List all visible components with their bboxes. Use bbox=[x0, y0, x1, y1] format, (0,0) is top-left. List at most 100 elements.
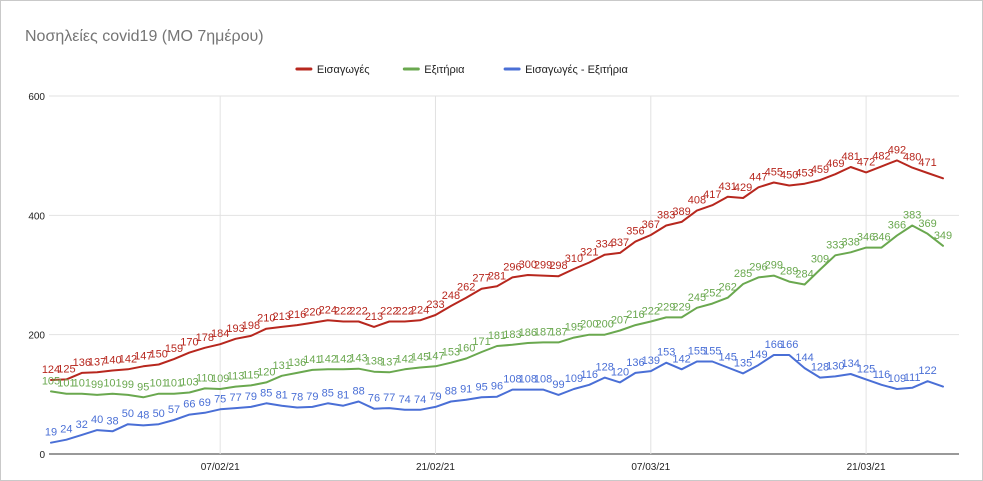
data-label: 149 bbox=[749, 349, 767, 361]
data-label: 19 bbox=[45, 427, 57, 439]
data-label: 79 bbox=[306, 391, 318, 403]
data-label: 222 bbox=[396, 306, 414, 318]
data-label: 383 bbox=[657, 210, 675, 222]
data-label: 110 bbox=[196, 372, 214, 384]
data-label: 383 bbox=[903, 210, 921, 222]
data-label: 137 bbox=[88, 356, 106, 368]
data-label: 143 bbox=[349, 353, 367, 365]
x-axis-ticks: 07/02/21 21/02/21 07/03/21 21/03/21 bbox=[201, 462, 886, 473]
data-label: 480 bbox=[903, 152, 921, 164]
data-label: 181 bbox=[488, 330, 506, 342]
data-label: 298 bbox=[549, 260, 567, 272]
data-label: 24 bbox=[60, 424, 72, 436]
data-label: 95 bbox=[137, 381, 149, 393]
data-label: 369 bbox=[918, 218, 936, 230]
y-tick-label: 600 bbox=[28, 92, 45, 103]
data-label: 346 bbox=[857, 232, 875, 244]
data-label: 284 bbox=[795, 269, 813, 281]
data-label: 338 bbox=[842, 236, 860, 248]
data-label: 492 bbox=[888, 144, 906, 156]
data-label: 101 bbox=[73, 378, 91, 390]
data-label: 233 bbox=[426, 299, 444, 311]
data-label: 310 bbox=[565, 253, 583, 265]
data-label: 85 bbox=[322, 387, 334, 399]
data-label: 81 bbox=[276, 390, 288, 402]
data-label: 222 bbox=[380, 306, 398, 318]
data-label: 136 bbox=[288, 357, 306, 369]
chart-title: Νοσηλείες covid19 (ΜΟ 7ημέρου) bbox=[25, 28, 264, 45]
data-label: 136 bbox=[73, 357, 91, 369]
data-label: 166 bbox=[780, 339, 798, 351]
gridlines bbox=[49, 95, 959, 455]
data-label: 309 bbox=[811, 254, 829, 266]
data-labels: 1241251361371401421471501591701781841931… bbox=[42, 144, 952, 438]
data-label: 75 bbox=[214, 393, 226, 405]
data-label: 198 bbox=[242, 320, 260, 332]
data-label: 142 bbox=[672, 353, 690, 365]
data-label: 220 bbox=[303, 307, 321, 319]
data-label: 296 bbox=[749, 261, 767, 273]
data-label: 216 bbox=[626, 309, 644, 321]
data-label: 40 bbox=[91, 414, 103, 426]
data-label: 195 bbox=[565, 322, 583, 334]
data-label: 120 bbox=[257, 366, 275, 378]
data-label: 482 bbox=[872, 150, 890, 162]
data-label: 145 bbox=[719, 352, 737, 364]
data-label: 113 bbox=[227, 371, 245, 383]
data-label: 346 bbox=[872, 232, 890, 244]
data-label: 229 bbox=[657, 301, 675, 313]
data-label: 138 bbox=[365, 356, 383, 368]
data-label: 101 bbox=[150, 378, 168, 390]
data-label: 222 bbox=[334, 306, 352, 318]
data-label: 429 bbox=[734, 182, 752, 194]
y-tick-label: 200 bbox=[28, 331, 45, 342]
data-label: 101 bbox=[165, 378, 183, 390]
data-label: 213 bbox=[365, 311, 383, 323]
data-label: 76 bbox=[368, 393, 380, 405]
data-label: 224 bbox=[411, 304, 429, 316]
data-label: 333 bbox=[826, 239, 844, 251]
series-line bbox=[50, 159, 944, 381]
data-label: 122 bbox=[918, 365, 936, 377]
data-label: 367 bbox=[642, 219, 660, 231]
data-label: 128 bbox=[811, 362, 829, 374]
data-label: 101 bbox=[103, 378, 121, 390]
data-label: 109 bbox=[888, 373, 906, 385]
chart-legend: Εισαγωγές Εξιτήρια Εισαγωγές - Εξιτήρια bbox=[295, 64, 628, 76]
data-label: 389 bbox=[672, 206, 690, 218]
data-label: 116 bbox=[581, 369, 599, 381]
data-label: 109 bbox=[211, 373, 229, 385]
data-label: 170 bbox=[180, 337, 198, 349]
legend-label: Εισαγωγές - Εξιτήρια bbox=[525, 64, 628, 76]
data-label: 137 bbox=[380, 356, 398, 368]
data-label: 108 bbox=[503, 374, 521, 386]
data-label: 277 bbox=[472, 273, 490, 285]
data-label: 57 bbox=[168, 404, 180, 416]
data-label: 356 bbox=[626, 226, 644, 238]
data-label: 48 bbox=[137, 409, 149, 421]
data-label: 95 bbox=[475, 381, 487, 393]
data-label: 193 bbox=[226, 323, 244, 335]
data-label: 455 bbox=[765, 167, 783, 179]
x-tick-label: 07/03/21 bbox=[631, 462, 670, 473]
data-label: 222 bbox=[349, 306, 367, 318]
data-label: 79 bbox=[429, 391, 441, 403]
data-label: 74 bbox=[414, 394, 426, 406]
data-label: 453 bbox=[795, 168, 813, 180]
data-label: 150 bbox=[150, 349, 168, 361]
data-label: 366 bbox=[888, 220, 906, 232]
data-label: 99 bbox=[122, 379, 134, 391]
data-label: 417 bbox=[703, 189, 721, 201]
data-label: 216 bbox=[288, 309, 306, 321]
legend-label: Εισαγωγές bbox=[317, 64, 370, 76]
data-label: 69 bbox=[199, 397, 211, 409]
data-label: 159 bbox=[165, 343, 183, 355]
data-label: 115 bbox=[242, 369, 260, 381]
data-label: 144 bbox=[795, 352, 813, 364]
data-label: 299 bbox=[534, 260, 552, 272]
data-label: 153 bbox=[442, 347, 460, 359]
data-label: 186 bbox=[519, 327, 537, 339]
data-label: 101 bbox=[57, 378, 75, 390]
data-label: 481 bbox=[842, 151, 860, 163]
